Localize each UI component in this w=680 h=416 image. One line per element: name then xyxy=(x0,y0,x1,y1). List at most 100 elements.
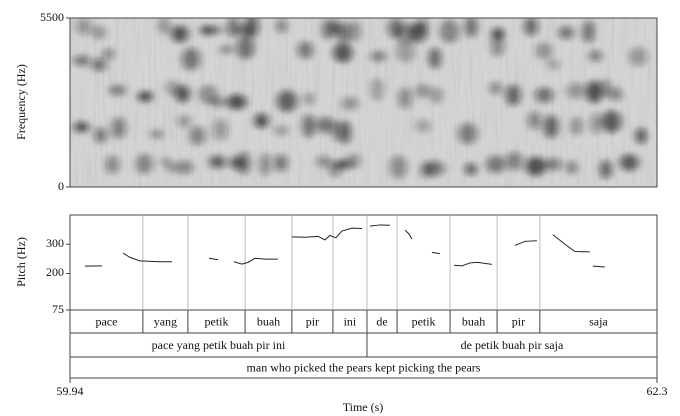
formant-patch xyxy=(609,87,622,101)
formant-patch xyxy=(370,77,384,102)
pitch-contour xyxy=(122,252,172,263)
spectrogram xyxy=(70,18,657,187)
formant-patch xyxy=(150,129,164,140)
formant-patch xyxy=(524,18,538,36)
x-tick-label: 62.3 xyxy=(647,384,668,398)
interval-label: pir xyxy=(512,314,525,328)
formant-patch xyxy=(304,92,315,106)
formant-patch xyxy=(166,161,178,175)
formant-patch xyxy=(259,153,271,176)
y-tick-label: 0 xyxy=(58,179,64,193)
formant-patch xyxy=(491,33,504,57)
formant-patch xyxy=(527,111,542,130)
interval-label: man who picked the pears kept picking th… xyxy=(247,360,481,374)
formant-patch xyxy=(629,47,647,66)
formant-patch xyxy=(544,157,562,172)
formant-patch xyxy=(589,49,602,62)
x-axis-label: Time (s) xyxy=(343,400,384,414)
formant-patch xyxy=(277,90,297,113)
formant-patch xyxy=(428,47,441,69)
formant-patch xyxy=(341,96,359,111)
pitch-contour xyxy=(404,229,413,240)
formant-patch xyxy=(329,19,340,36)
interval-label: saja xyxy=(589,314,608,328)
formant-patch xyxy=(525,156,546,177)
pitch-contour xyxy=(291,227,363,241)
formant-patch xyxy=(316,116,335,134)
formant-patch xyxy=(599,78,612,99)
interval-label: pace yang petik buah pir ini xyxy=(152,338,286,352)
formant-patch xyxy=(424,160,445,177)
formant-patch xyxy=(506,151,523,171)
formant-patch xyxy=(91,58,107,72)
formant-patch xyxy=(600,159,612,179)
formant-patch xyxy=(346,153,362,169)
formant-patch xyxy=(176,160,193,175)
formant-patch xyxy=(302,114,316,138)
formant-patch xyxy=(491,27,505,40)
formant-patch xyxy=(416,18,428,36)
formant-patch xyxy=(297,41,313,59)
formant-patch xyxy=(458,122,477,145)
formant-patch xyxy=(175,85,190,103)
formant-patch xyxy=(108,84,127,97)
formant-patch xyxy=(213,118,228,141)
pitch-contour xyxy=(233,257,278,265)
formant-patch xyxy=(189,125,206,146)
formant-patch xyxy=(73,121,89,133)
formant-patch xyxy=(337,22,350,44)
formant-patch xyxy=(236,35,255,60)
formant-patch xyxy=(106,155,119,174)
formant-patch xyxy=(137,90,153,103)
formant-patch xyxy=(566,82,587,99)
formant-patch xyxy=(535,87,554,104)
formant-patch xyxy=(330,120,343,142)
formant-patch xyxy=(209,155,226,169)
formant-patch xyxy=(182,47,200,71)
formant-patch xyxy=(76,18,92,35)
interval-label: petik xyxy=(412,314,436,328)
formant-patch xyxy=(635,127,647,145)
pitch-contour xyxy=(514,240,537,246)
interval-label: ini xyxy=(344,314,357,328)
pitch-contour xyxy=(431,251,440,255)
formant-patch xyxy=(416,119,430,133)
formant-patch xyxy=(238,151,250,175)
formant-patch xyxy=(547,58,559,71)
formant-patch xyxy=(171,25,189,43)
formant-patch xyxy=(370,50,387,63)
formant-patch xyxy=(92,25,106,41)
formant-patch xyxy=(227,94,247,110)
formant-patch xyxy=(570,116,583,136)
formant-patch xyxy=(395,39,416,63)
formant-patch xyxy=(398,87,412,109)
formant-patch xyxy=(586,80,602,104)
formant-patch xyxy=(209,96,226,108)
y-tick-label: 75 xyxy=(52,302,64,316)
formant-patch xyxy=(415,83,431,99)
formant-patch xyxy=(73,55,90,67)
interval-label: de petik buah pir saja xyxy=(461,338,564,352)
formant-patch xyxy=(244,18,259,38)
pitch-contour xyxy=(552,234,590,253)
spectrogram-frame xyxy=(69,17,658,188)
pitch-contour xyxy=(208,257,219,261)
formant-patch xyxy=(200,25,214,36)
formant-patch xyxy=(178,115,190,128)
formant-patch xyxy=(465,18,478,38)
formant-patch xyxy=(506,84,521,106)
y-tick-label: 200 xyxy=(46,265,64,279)
y-tick-label: 300 xyxy=(46,236,64,250)
interval-label: pir xyxy=(306,314,319,328)
pitch-frame xyxy=(69,214,658,379)
formant-patch xyxy=(210,24,225,36)
formant-patch xyxy=(227,18,240,38)
formant-patch xyxy=(339,120,351,145)
formant-patch xyxy=(274,154,288,172)
pitch-contour xyxy=(369,224,390,227)
formant-patch xyxy=(219,44,234,55)
formant-patch xyxy=(430,87,443,104)
y-axis-label: Frequency (Hz) xyxy=(14,64,28,140)
formant-patch xyxy=(94,127,107,144)
formant-patches xyxy=(73,18,647,179)
